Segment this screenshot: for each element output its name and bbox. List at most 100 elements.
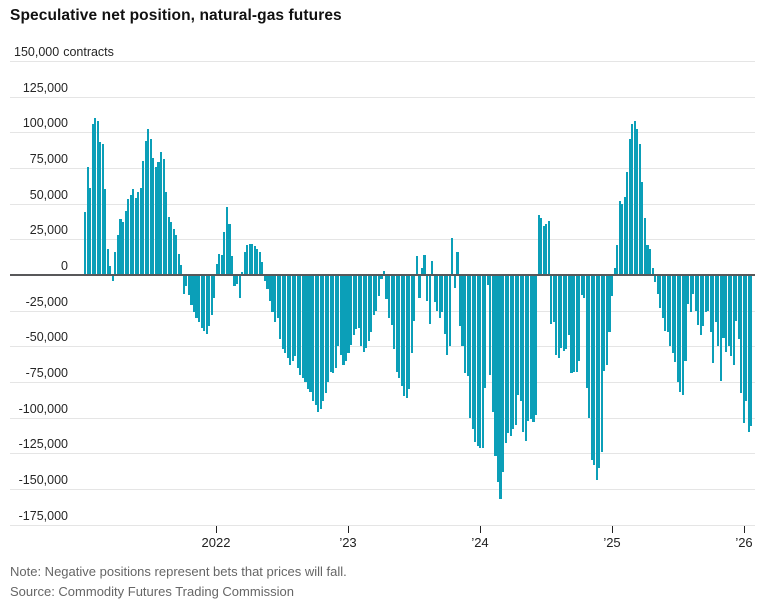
bar — [339, 275, 342, 355]
bar — [377, 275, 380, 297]
bar — [420, 267, 424, 275]
y-axis-tick-label: -25,000 — [10, 295, 68, 309]
bar — [496, 275, 500, 482]
y-axis-tick-label: 0 — [10, 259, 68, 273]
bar — [588, 275, 591, 418]
bar — [357, 275, 360, 328]
bar — [299, 275, 302, 375]
bar — [537, 215, 540, 275]
bar — [162, 159, 165, 275]
bar — [314, 275, 317, 405]
bar — [570, 275, 573, 374]
bar — [522, 275, 525, 432]
bar — [636, 129, 639, 275]
bar — [122, 222, 125, 275]
bar — [519, 275, 522, 401]
bar — [532, 275, 535, 422]
bar — [621, 203, 624, 275]
bar — [246, 245, 249, 275]
bar — [643, 217, 646, 275]
bar — [284, 275, 287, 354]
x-axis-tick-mark — [744, 526, 745, 533]
bar — [119, 219, 122, 275]
bar — [256, 249, 259, 275]
bar — [205, 275, 208, 334]
bar — [598, 275, 601, 468]
bar — [735, 275, 738, 321]
y-axis-tick-label: 100,000 — [10, 116, 68, 130]
gridline — [10, 453, 755, 455]
bar — [638, 143, 641, 275]
bar — [408, 275, 411, 390]
bar — [84, 212, 87, 275]
bar — [253, 246, 256, 275]
bar — [286, 275, 289, 358]
bar — [504, 275, 507, 444]
bar — [208, 275, 211, 327]
bar — [296, 275, 299, 368]
bar — [223, 232, 226, 275]
bar — [507, 275, 510, 434]
bar — [471, 275, 474, 430]
bar — [289, 275, 292, 365]
bar — [91, 123, 94, 275]
bar — [192, 275, 196, 313]
bar — [395, 275, 398, 373]
gridline — [10, 524, 755, 526]
bar — [251, 243, 254, 275]
bar — [666, 275, 669, 333]
bar — [236, 275, 239, 284]
bar — [641, 182, 644, 275]
x-axis-tick-label: 2022 — [201, 535, 231, 550]
bar — [595, 275, 598, 481]
bar — [724, 275, 728, 353]
gridline — [10, 61, 755, 62]
zero-baseline — [10, 274, 755, 276]
bar — [152, 158, 155, 275]
bar — [190, 275, 193, 305]
y-axis-tick-label: -75,000 — [10, 366, 68, 380]
bar — [575, 275, 578, 373]
bar — [446, 275, 449, 355]
bar — [605, 275, 608, 365]
bar — [94, 118, 97, 275]
bar — [238, 275, 241, 298]
bar — [165, 192, 168, 275]
x-axis-tick-mark — [216, 526, 217, 533]
y-tick-value: 75,000 — [29, 152, 68, 166]
chart-title: Speculative net position, natural-gas fu… — [10, 7, 342, 24]
bar — [322, 275, 325, 401]
bar — [134, 197, 137, 275]
gridline — [10, 132, 755, 134]
gridline — [10, 96, 755, 98]
x-axis-tick-mark — [348, 526, 349, 533]
bar — [241, 272, 244, 275]
y-tick-value: -75,000 — [25, 366, 68, 380]
bar — [557, 275, 560, 358]
bar — [398, 275, 401, 378]
bar — [413, 275, 416, 321]
bar — [167, 216, 170, 275]
bar — [633, 120, 636, 275]
bar — [671, 275, 674, 354]
bar — [692, 275, 695, 294]
bar — [132, 189, 135, 275]
bar — [732, 275, 735, 365]
bar — [382, 270, 386, 275]
bar — [210, 275, 213, 315]
bar — [385, 275, 388, 300]
bar — [279, 275, 282, 340]
bar — [263, 275, 266, 281]
bar — [714, 275, 717, 323]
bar — [268, 275, 272, 301]
bar — [681, 275, 684, 395]
bar — [106, 249, 109, 275]
bar — [474, 275, 477, 442]
bar — [684, 275, 687, 361]
bar — [415, 256, 418, 275]
bar — [565, 275, 568, 350]
bar — [101, 143, 104, 275]
bar — [618, 200, 621, 275]
bar — [509, 275, 512, 437]
bar — [99, 142, 102, 275]
